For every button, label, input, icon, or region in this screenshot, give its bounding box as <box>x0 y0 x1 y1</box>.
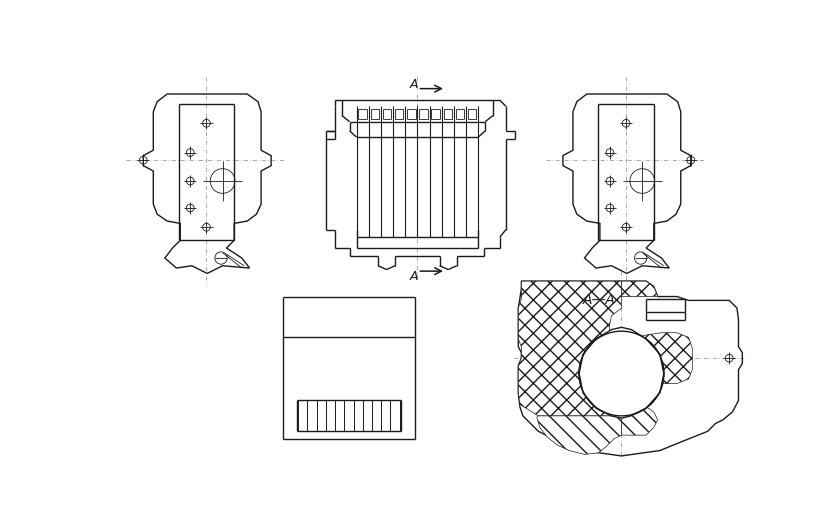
Polygon shape <box>518 281 622 416</box>
Text: A: A <box>409 270 417 283</box>
Circle shape <box>579 331 664 416</box>
Polygon shape <box>622 281 658 297</box>
Text: A—A: A—A <box>583 292 616 307</box>
Polygon shape <box>537 416 622 454</box>
Polygon shape <box>622 407 658 435</box>
Text: A: A <box>409 78 417 91</box>
Polygon shape <box>579 327 664 418</box>
Polygon shape <box>622 333 692 383</box>
